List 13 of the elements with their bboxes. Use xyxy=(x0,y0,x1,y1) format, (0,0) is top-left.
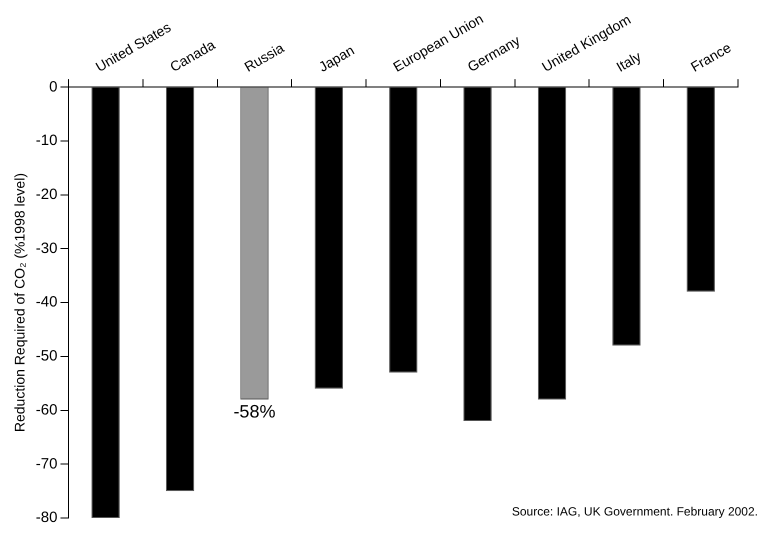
y-axis-title: Reduction Required of CO₂ (%1998 level) xyxy=(11,173,28,432)
data-label: -58% xyxy=(233,401,276,422)
y-tick-label: -30 xyxy=(36,240,58,257)
y-tick-label: -20 xyxy=(36,186,58,203)
y-tick-label: -10 xyxy=(36,132,58,150)
y-tick-label: -80 xyxy=(36,509,58,526)
y-tick-label: 0 xyxy=(49,78,58,96)
y-tick-label: -60 xyxy=(36,401,58,418)
y-tick-label: -50 xyxy=(36,348,58,365)
y-tick-label: -40 xyxy=(36,294,58,311)
x-tick-label: Italy xyxy=(613,48,644,75)
y-tick-label: -70 xyxy=(36,455,58,472)
annotation: Source: IAG, UK Government. February 2002. xyxy=(512,504,758,518)
